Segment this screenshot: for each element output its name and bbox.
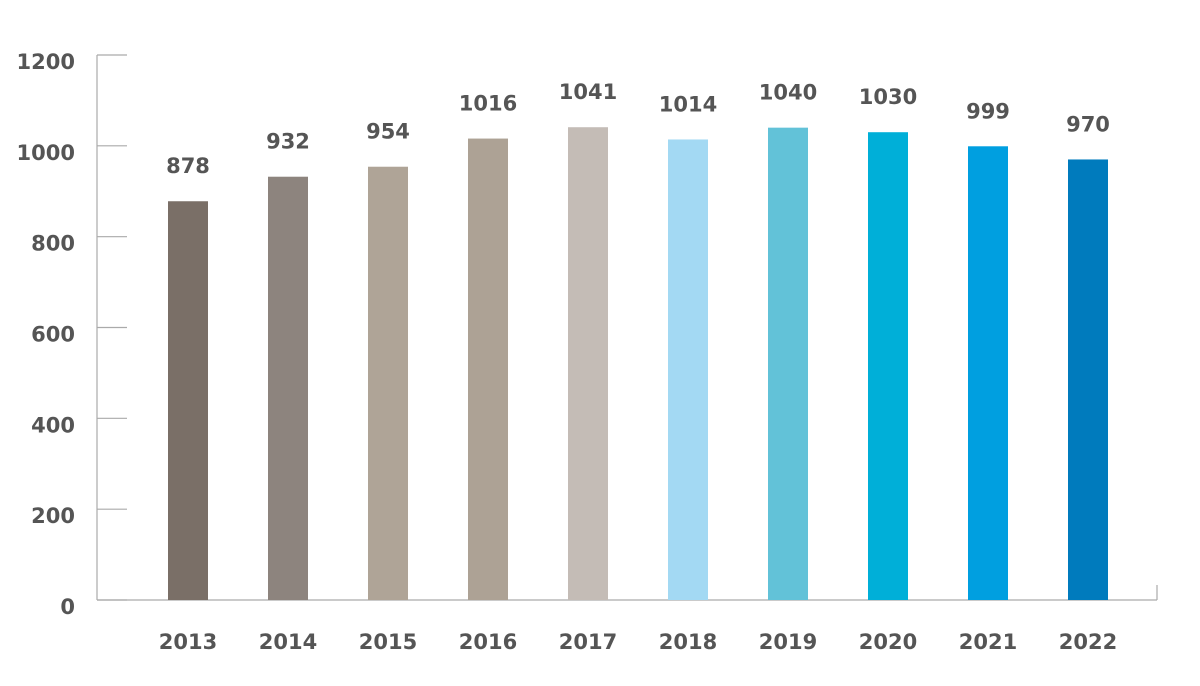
y-tick-label: 600 <box>31 323 75 347</box>
bar <box>368 166 408 600</box>
data-label: 1014 <box>659 92 717 116</box>
y-tick-label: 1200 <box>17 50 75 74</box>
data-label: 1040 <box>759 81 817 105</box>
x-tick-label: 2017 <box>559 630 617 654</box>
y-tick-label: 200 <box>31 504 75 528</box>
bar <box>668 139 708 600</box>
data-label: 1041 <box>559 80 617 104</box>
data-label: 1016 <box>459 92 517 116</box>
x-tick-label: 2021 <box>959 630 1017 654</box>
x-tick-label: 2020 <box>859 630 917 654</box>
bar <box>568 127 608 601</box>
x-tick-label: 2022 <box>1059 630 1117 654</box>
data-label: 970 <box>1066 112 1110 136</box>
x-tick-label: 2019 <box>759 630 817 654</box>
data-label: 932 <box>266 130 310 154</box>
y-tick-label: 1000 <box>17 141 75 165</box>
data-label: 999 <box>966 99 1010 123</box>
bar <box>1068 159 1108 601</box>
bar <box>468 138 508 601</box>
x-tick-label: 2015 <box>359 630 417 654</box>
data-label: 878 <box>166 154 210 178</box>
y-tick-label: 800 <box>31 232 75 256</box>
data-label: 1030 <box>859 85 917 109</box>
bar <box>168 201 208 600</box>
bar <box>868 132 908 601</box>
y-tick-label: 0 <box>60 595 75 619</box>
bar <box>968 146 1008 600</box>
x-tick-label: 2014 <box>259 630 317 654</box>
bar <box>768 127 808 601</box>
x-tick-label: 2016 <box>459 630 517 654</box>
x-tick-label: 2018 <box>659 630 717 654</box>
y-tick-label: 400 <box>31 413 75 437</box>
data-label: 954 <box>366 120 410 144</box>
x-tick-label: 2013 <box>159 630 217 654</box>
bar <box>268 176 308 600</box>
